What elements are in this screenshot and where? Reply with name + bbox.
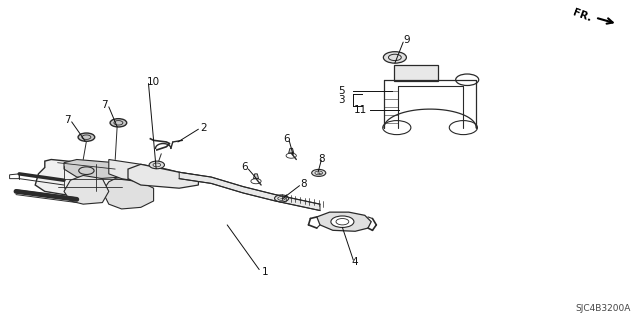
Text: 11: 11 xyxy=(353,105,367,115)
Polygon shape xyxy=(102,179,154,209)
Polygon shape xyxy=(317,212,371,231)
Polygon shape xyxy=(64,160,128,179)
Text: 8: 8 xyxy=(319,153,325,164)
Circle shape xyxy=(149,161,164,169)
Text: 9: 9 xyxy=(403,35,410,45)
Circle shape xyxy=(456,74,479,85)
Circle shape xyxy=(383,121,411,135)
Circle shape xyxy=(275,195,289,202)
Polygon shape xyxy=(179,172,320,211)
Circle shape xyxy=(110,119,127,127)
Text: 7: 7 xyxy=(64,115,70,125)
Polygon shape xyxy=(289,148,294,153)
Polygon shape xyxy=(64,175,109,204)
Polygon shape xyxy=(253,174,259,179)
Circle shape xyxy=(449,121,477,135)
Text: 6: 6 xyxy=(241,162,248,172)
Text: 2: 2 xyxy=(200,123,207,133)
Polygon shape xyxy=(109,160,179,182)
Polygon shape xyxy=(394,65,438,81)
Text: 3: 3 xyxy=(338,95,344,105)
Text: 1: 1 xyxy=(262,267,269,277)
Polygon shape xyxy=(128,164,198,188)
Text: SJC4B3200A: SJC4B3200A xyxy=(575,304,630,313)
Text: 7: 7 xyxy=(101,100,108,110)
Text: 10: 10 xyxy=(147,77,160,87)
Circle shape xyxy=(78,133,95,141)
Circle shape xyxy=(331,216,354,227)
Circle shape xyxy=(312,169,326,176)
Text: 6: 6 xyxy=(283,134,289,144)
Polygon shape xyxy=(35,160,141,196)
Text: FR.: FR. xyxy=(572,8,593,24)
Text: 5: 5 xyxy=(338,86,344,96)
Text: 4: 4 xyxy=(352,257,358,267)
Text: 8: 8 xyxy=(300,179,307,189)
Circle shape xyxy=(383,52,406,63)
